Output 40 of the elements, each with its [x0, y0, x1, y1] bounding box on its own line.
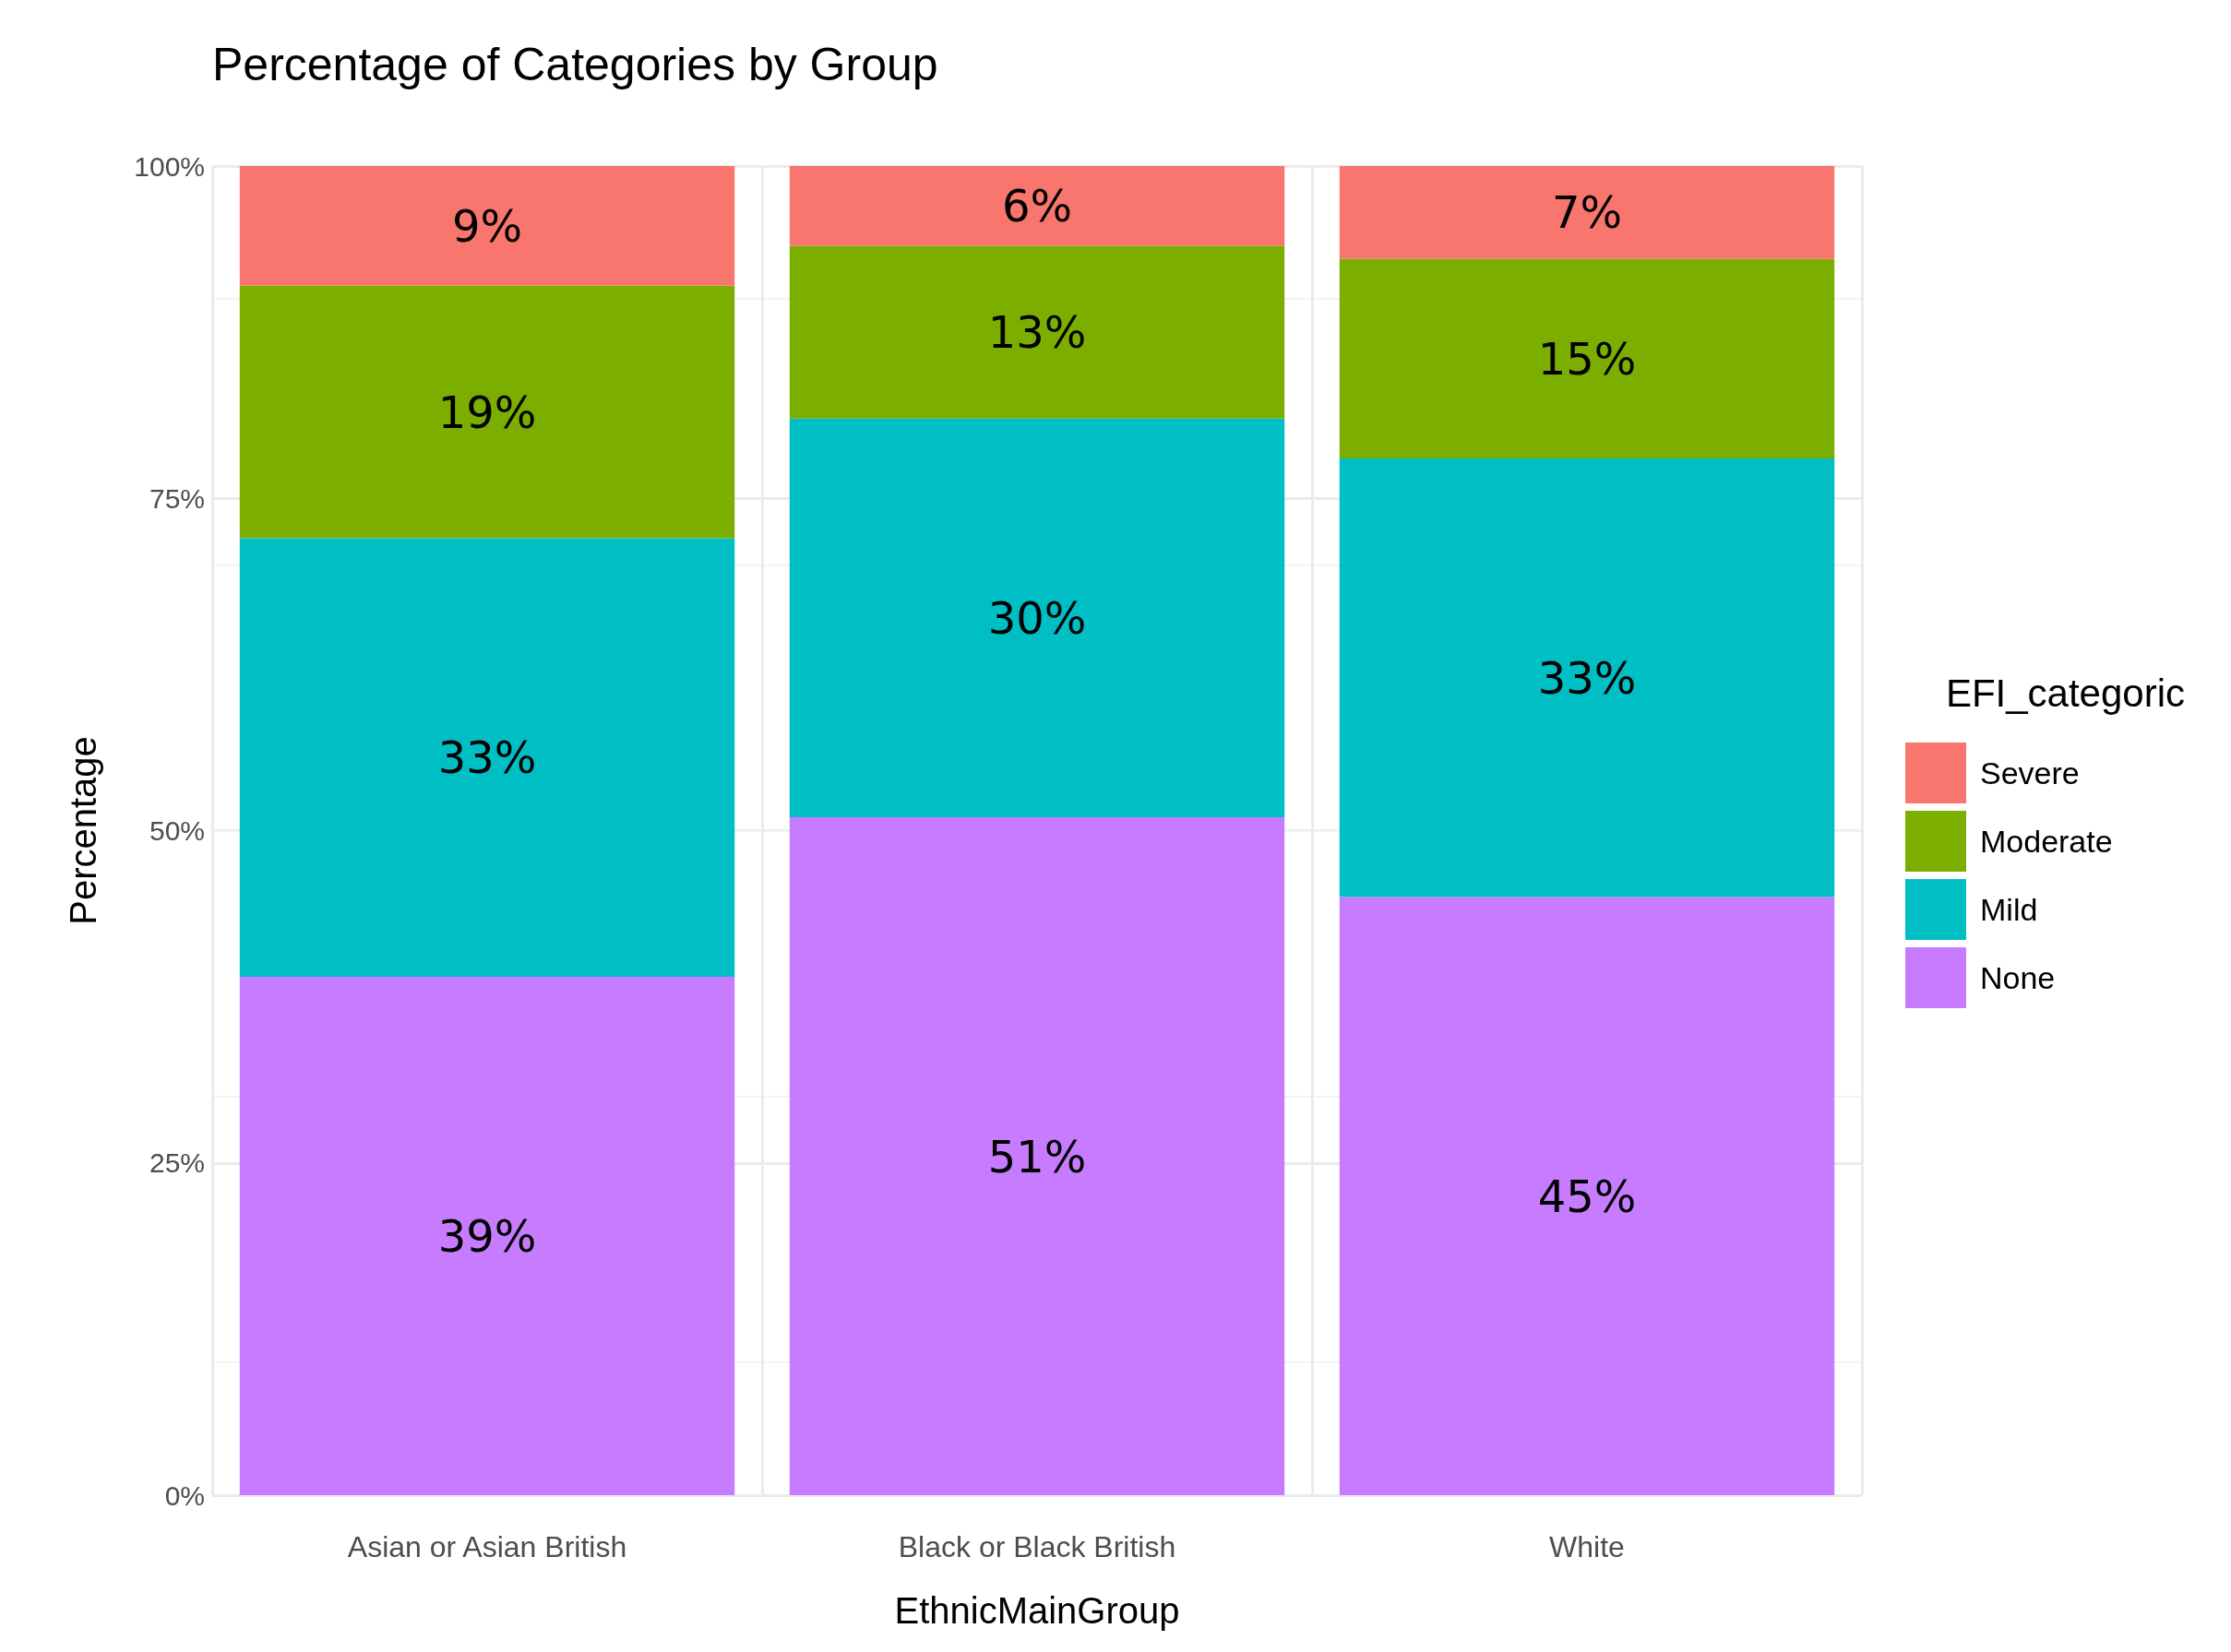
x-tick-label: White	[1549, 1530, 1625, 1563]
y-tick-label: 50%	[149, 815, 205, 846]
x-tick-label: Asian or Asian British	[347, 1530, 627, 1563]
y-tick-label: 75%	[149, 482, 205, 514]
x-axis-title: EthnicMainGroup	[894, 1590, 1180, 1631]
bar	[239, 166, 735, 286]
x-tick-label: Black or Black British	[898, 1530, 1176, 1563]
bar	[789, 166, 1285, 246]
legend-title: EFI_categoric	[1945, 671, 2186, 715]
data-label: 30%	[987, 591, 1087, 644]
bar	[1339, 258, 1835, 459]
data-label: 39%	[437, 1210, 537, 1263]
bar	[239, 285, 735, 539]
bar	[1339, 166, 1835, 259]
data-label: 33%	[437, 731, 537, 784]
y-axis-title: Percentage	[63, 736, 103, 925]
data-label: 15%	[1537, 332, 1637, 385]
data-label: 6%	[1001, 180, 1073, 232]
bar	[1339, 897, 1835, 1495]
data-label: 33%	[1537, 651, 1637, 704]
legend-label: Moderate	[1980, 824, 2113, 859]
data-label: 45%	[1537, 1170, 1637, 1222]
data-label: 19%	[437, 386, 537, 438]
legend-label: Mild	[1980, 892, 2038, 927]
data-label: 9%	[451, 199, 523, 252]
legend-label: Severe	[1980, 755, 2080, 790]
chart-title: Percentage of Categories by Group	[212, 39, 938, 90]
data-label: 7%	[1551, 186, 1623, 239]
bar	[789, 817, 1285, 1495]
bar	[789, 418, 1285, 818]
y-tick-label: 0%	[164, 1480, 205, 1511]
bar	[1339, 458, 1835, 897]
y-tick-label: 25%	[149, 1147, 205, 1179]
bar	[789, 245, 1285, 419]
data-label: 13%	[987, 306, 1087, 359]
y-tick-label: 100%	[134, 150, 205, 182]
data-label: 51%	[987, 1130, 1087, 1183]
legend-label: None	[1980, 960, 2056, 995]
bar	[239, 538, 735, 978]
bar	[239, 977, 735, 1495]
